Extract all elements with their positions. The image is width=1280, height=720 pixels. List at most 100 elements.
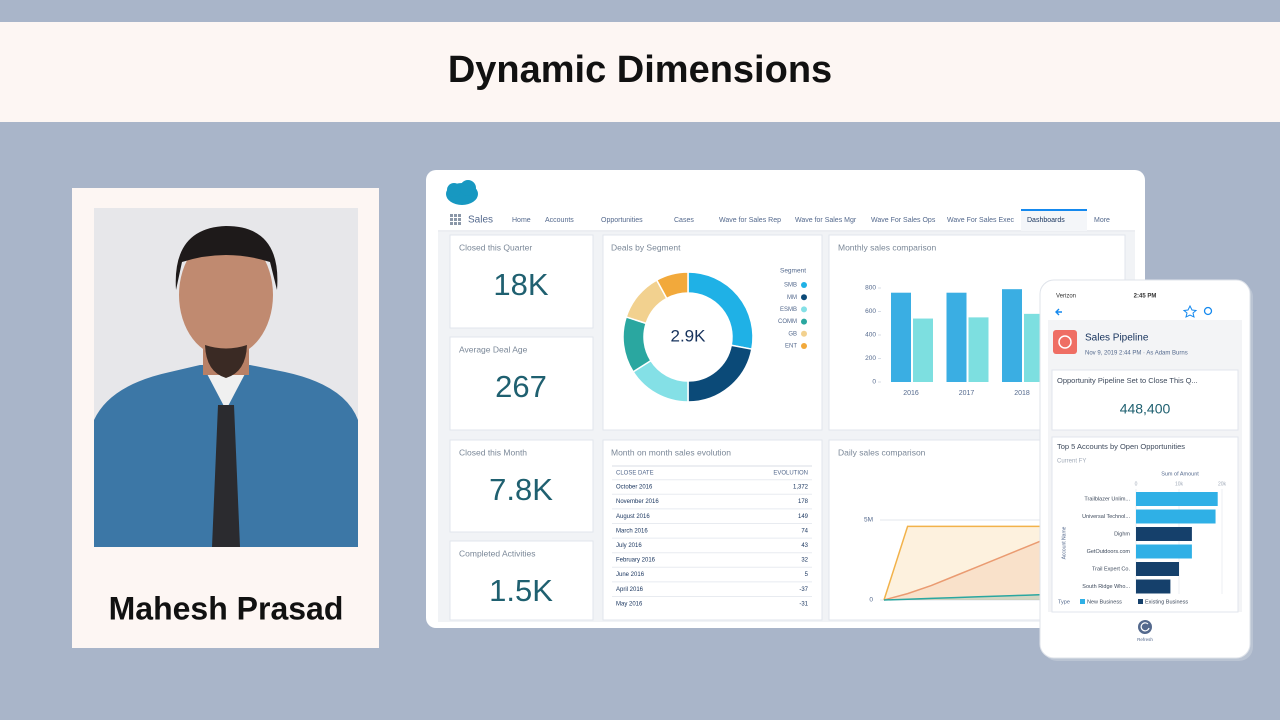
app-name: Sales [468, 215, 493, 226]
bar [1136, 544, 1192, 559]
y-tick-label: GetOutdoors.com [1087, 549, 1131, 555]
refresh-button[interactable] [1138, 620, 1152, 634]
metric-value: 1.5K [489, 573, 553, 608]
table-cell: July 2016 [616, 543, 642, 549]
nav-tab[interactable]: More [1094, 217, 1110, 224]
table-cell: 1,372 [793, 485, 809, 491]
y-tick-label: 800 [865, 285, 876, 292]
y-tick-label: Trailblazer Unlim... [1084, 496, 1130, 502]
tile [449, 234, 594, 329]
table-cell: February 2016 [616, 558, 656, 564]
table-cell: 43 [801, 543, 808, 549]
donut-segment [655, 271, 689, 300]
legend-label: ESMB [780, 307, 797, 313]
legend-label: COMM [778, 319, 797, 325]
tile [449, 439, 594, 533]
tile-title: Monthly sales comparison [838, 242, 937, 252]
bar [1002, 289, 1022, 382]
table-cell: -31 [799, 601, 808, 607]
search-icon[interactable] [1203, 306, 1213, 316]
table-cell: 32 [801, 558, 808, 564]
refresh-label: Refresh [1137, 637, 1153, 642]
salesforce-logo [446, 180, 478, 205]
y-axis-label: Account Name [1061, 526, 1067, 559]
legend-label: Existing Business [1145, 599, 1188, 605]
mobile-content: Verizon 2:45 PM Sales Pipeline Nov 9, 2019 … [1051, 294, 1239, 642]
nav-tab[interactable]: Wave for Sales Mgr [795, 217, 857, 224]
table-cell: October 2016 [616, 485, 653, 491]
legend-label: ENT [785, 344, 797, 350]
table-header: EVOLUTION [773, 471, 808, 477]
x-axis-label: Sum of Amount [1161, 471, 1199, 477]
dashboard-icon [1053, 330, 1077, 354]
y-tick-label: 200 [865, 355, 876, 362]
table-cell: 149 [798, 514, 809, 520]
mobile-title: Sales Pipeline [1085, 333, 1149, 344]
legend-swatch [801, 294, 807, 301]
tile-title: Closed this Month [459, 447, 527, 457]
card-title: Opportunity Pipeline Set to Close This Q… [1057, 376, 1198, 385]
nav-tab[interactable]: Accounts [545, 217, 574, 224]
star-icon[interactable] [1182, 304, 1198, 318]
table-cell: June 2016 [616, 572, 645, 578]
y-tick-label: 0 [869, 597, 873, 604]
table-cell: August 2016 [616, 514, 650, 520]
bar [1136, 509, 1216, 524]
legend-swatch [801, 306, 807, 313]
table-cell: 5 [805, 572, 809, 578]
legend-swatch [1080, 599, 1085, 604]
status-carrier: Verizon [1056, 294, 1076, 300]
x-tick-label: 2017 [959, 390, 975, 397]
tile-title: Deals by Segment [611, 242, 681, 252]
nav-tab[interactable]: Wave for Sales Rep [719, 217, 781, 224]
nav-tab[interactable]: Wave For Sales Ops [871, 217, 936, 224]
dashboard-content: Home Accounts Opportunities Cases Wave for S… [449, 209, 1126, 621]
y-tick-label: Trail Expert Co. [1092, 566, 1130, 572]
mobile-subtitle: Nov 9, 2019 2:44 PM · As Adam Burns [1085, 351, 1188, 357]
y-tick-label: 400 [865, 332, 876, 339]
tile [449, 336, 594, 431]
card-value: 448,400 [1120, 401, 1171, 417]
legend-title: Segment [780, 268, 806, 275]
y-tick-label: South Ridge Who... [1082, 584, 1130, 590]
card-title: Top 5 Accounts by Open Opportunities [1057, 442, 1185, 451]
nav-tab[interactable]: Home [512, 217, 531, 224]
bar [968, 317, 989, 382]
metric-value: 18K [493, 267, 548, 302]
bar [1024, 313, 1044, 382]
nav-tab[interactable]: Cases [674, 217, 694, 224]
y-tick-label: 600 [865, 308, 876, 315]
table-cell: May 2016 [616, 601, 643, 607]
x-tick-label: 0 [1135, 481, 1138, 487]
bar [891, 292, 911, 382]
app-launcher-icon[interactable] [450, 214, 461, 225]
nav-tab[interactable]: Opportunities [601, 217, 643, 224]
bar [1136, 527, 1192, 541]
legend-swatch [801, 330, 807, 337]
x-tick-label: 20k [1218, 481, 1227, 487]
y-tick-label: Universal Technol... [1082, 514, 1130, 520]
y-tick-label: Dighm [1114, 531, 1130, 537]
metric-value: 7.8K [489, 472, 553, 507]
tile-title: Completed Activities [459, 548, 536, 558]
profile-photo [94, 208, 358, 547]
active-tab-bg [1021, 209, 1087, 231]
y-tick-label: 5M [864, 517, 873, 524]
table-cell: 74 [801, 528, 808, 534]
back-icon[interactable] [1055, 308, 1062, 316]
bar [946, 292, 967, 382]
card-subtitle: Current FY [1057, 459, 1086, 465]
tile-title: Closed this Quarter [459, 242, 532, 252]
donut-center-label: 2.9K [671, 326, 707, 345]
profile-name: Mahesh Prasad [109, 590, 344, 626]
y-tick-label: 0 [872, 379, 876, 386]
header-band [0, 22, 1280, 122]
active-tab-underline [1021, 209, 1087, 211]
legend-swatch [801, 318, 807, 325]
bar [1136, 492, 1218, 506]
nav-tab[interactable]: Wave For Sales Exec [947, 217, 1015, 224]
status-time: 2:45 PM [1134, 294, 1157, 300]
x-tick-label: 2018 [1014, 390, 1030, 397]
nav-tab[interactable]: Dashboards [1027, 217, 1065, 224]
